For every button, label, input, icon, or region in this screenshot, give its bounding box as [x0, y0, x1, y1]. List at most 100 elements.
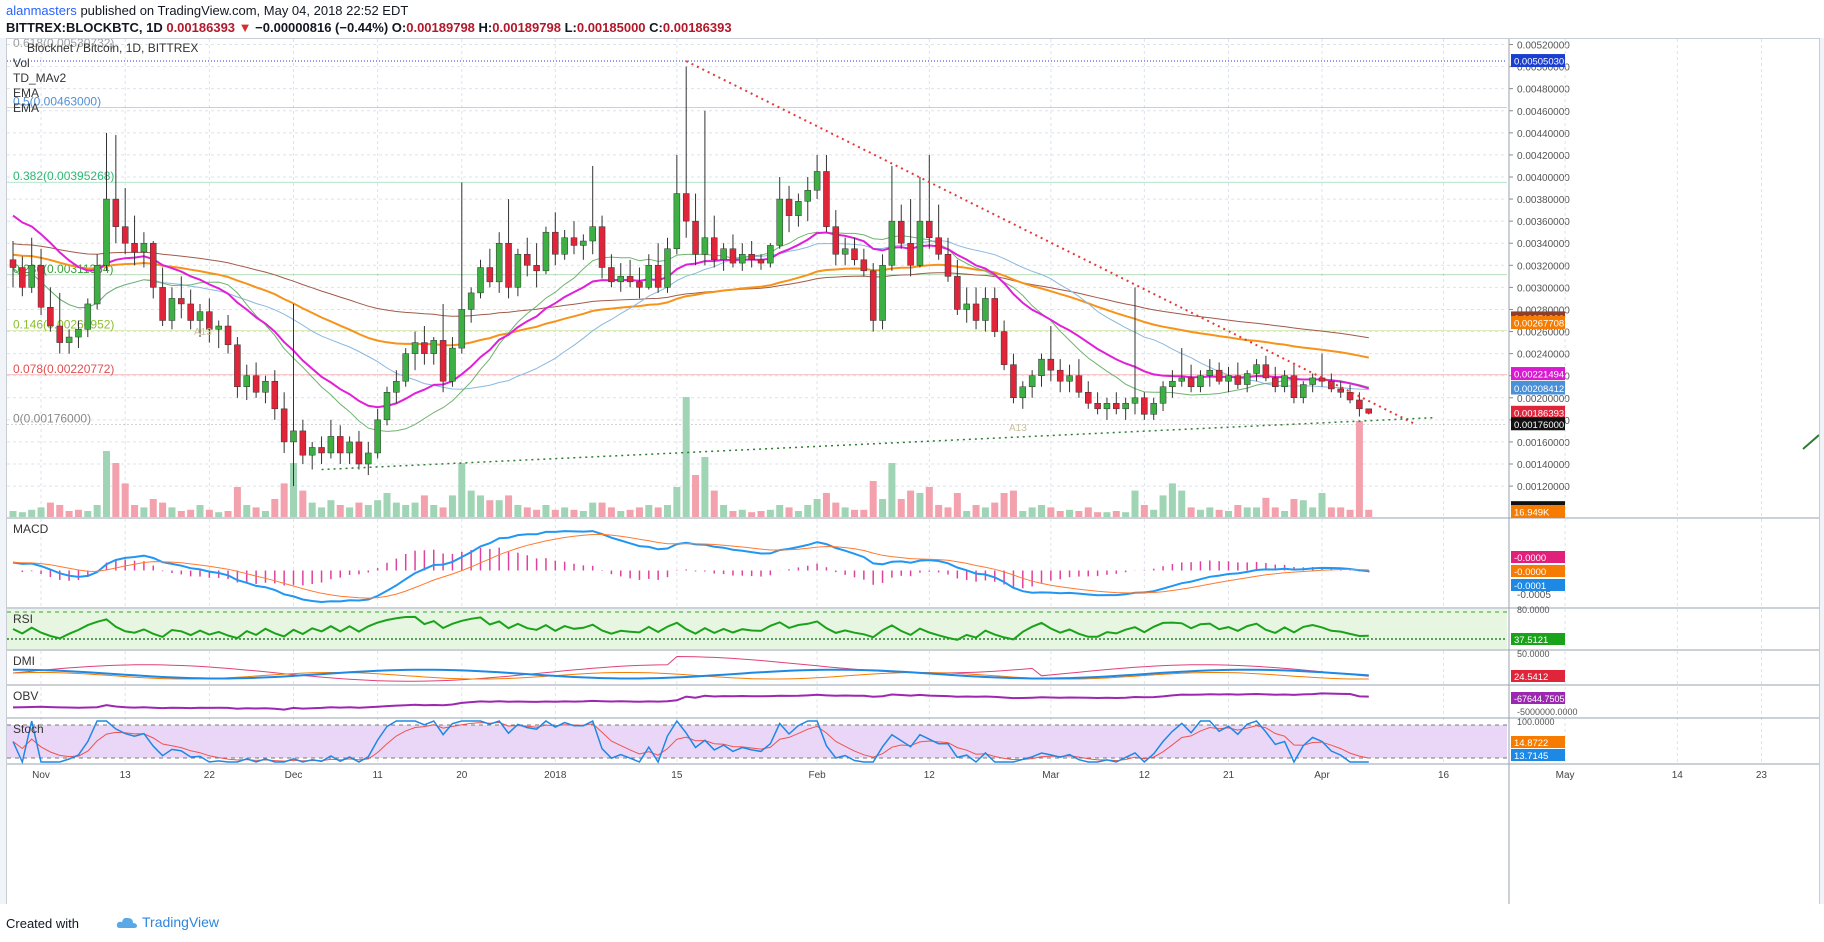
volume-bar: [981, 507, 989, 517]
volume-bar: [477, 495, 484, 517]
x-tick-label: 14: [1672, 770, 1684, 781]
chart-header: alanmasters published on TradingView.com…: [0, 0, 1824, 38]
candle-body: [159, 287, 166, 321]
volume-bar: [1196, 509, 1204, 517]
stoch-d-line: [12, 721, 1369, 762]
volume-bar: [318, 507, 326, 517]
candle-body: [1056, 369, 1064, 382]
x-tick-label: Feb: [808, 770, 826, 781]
stoch-k-line: [12, 719, 1369, 765]
volume-bar: [692, 475, 700, 517]
low-value: 0.00185000: [576, 20, 646, 35]
macd-badge: -0.0000: [1514, 553, 1546, 564]
volume-bar: [1299, 500, 1307, 517]
x-tick-label: Mar: [1042, 770, 1060, 781]
candle-body: [1346, 392, 1354, 401]
volume-bar: [159, 502, 167, 517]
candle-body: [411, 342, 419, 354]
y-tick-label: 0.00320000: [1517, 261, 1570, 272]
volume-bar: [74, 509, 82, 517]
volume-bar: [196, 505, 204, 517]
volume-bar: [439, 507, 447, 517]
published-text: published on TradingView.com, May 04, 20…: [80, 3, 409, 18]
chart-area[interactable]: 0.00520000 0.00500000 0.00480000 0.00460000…: [6, 38, 1820, 905]
candle-body: [1318, 377, 1326, 382]
author-link[interactable]: alanmasters: [6, 3, 77, 18]
volume-bar: [710, 490, 718, 517]
volume-bar: [505, 495, 513, 517]
volume-bar: [720, 505, 728, 517]
candle-body: [673, 193, 681, 249]
price-badge: 0.00221494: [1514, 370, 1564, 381]
candle-body: [337, 436, 344, 454]
rsi-label: RSI: [13, 612, 33, 626]
candle-body: [1122, 403, 1129, 410]
candle-body: [1169, 380, 1176, 387]
volume-bar: [589, 502, 597, 517]
candle-body: [926, 220, 933, 238]
ema-magenta-line: [12, 214, 1370, 409]
candle-body: [1309, 377, 1316, 385]
volume-bar: [1355, 421, 1363, 517]
volume-bar: [28, 509, 36, 517]
volume-bar: [860, 509, 868, 517]
candle-body: [991, 298, 998, 332]
macd-badge-bg: [1511, 579, 1565, 591]
candle-body: [795, 201, 802, 216]
candle-body: [1337, 388, 1344, 393]
x-tick-label: 21: [1223, 770, 1235, 781]
volume-bar: [888, 463, 896, 517]
candle-body: [776, 198, 783, 246]
volume-bar: [336, 505, 344, 517]
stoch-badge: 13.7145: [1514, 751, 1548, 762]
publish-line: alanmasters published on TradingView.com…: [6, 3, 408, 18]
candle-body: [1028, 375, 1036, 387]
candle-body: [804, 189, 811, 202]
dmi-badge: 24.5412: [1514, 672, 1548, 683]
candle-body: [654, 265, 662, 288]
volume-bar: [1047, 507, 1055, 517]
volume-bar: [1309, 507, 1317, 517]
volume-bar: [626, 509, 634, 517]
fib-label: 0.382(0.00395268): [13, 169, 114, 183]
low-label: L:: [564, 20, 577, 35]
macd-label: MACD: [13, 522, 49, 536]
candle-body: [813, 171, 821, 191]
candle-body: [178, 298, 185, 305]
volume-bar: [813, 499, 821, 517]
volume-bar: [897, 499, 905, 517]
tradingview-logo[interactable]: TradingView: [116, 914, 219, 930]
chart-svg[interactable]: 0.00520000 0.00500000 0.00480000 0.00460000…: [7, 39, 1819, 904]
volume-bar: [1365, 509, 1373, 517]
fib-label: 0.5(0.00463000): [13, 94, 101, 108]
volume-bar: [570, 509, 578, 517]
volume-bar: [963, 511, 971, 517]
volume-bar: [1038, 505, 1045, 517]
symbol-label: BITTREX:BLOCKBTC, 1D: [6, 20, 163, 35]
volume-bar: [56, 505, 64, 517]
candle-body: [598, 226, 606, 268]
candle-body: [608, 267, 615, 283]
volume-bar: [1000, 493, 1008, 517]
volume-bar: [907, 490, 915, 517]
candle-body: [982, 298, 989, 321]
candle-body: [963, 303, 970, 310]
volume-bar: [224, 511, 232, 517]
candle-body: [1253, 364, 1260, 374]
volume-bar: [1112, 511, 1120, 517]
volume-bar: [46, 502, 54, 517]
candle-body: [355, 441, 363, 465]
fib-label: 0(0.00176000): [13, 411, 91, 425]
price-badge-bg: [1511, 367, 1565, 381]
volume-bar: [682, 397, 690, 517]
candle-body: [664, 248, 671, 288]
y-tick-label: 0.00420000: [1517, 151, 1570, 162]
close-label: C:: [649, 20, 663, 35]
candle-body: [1243, 373, 1251, 385]
volume-bar: [243, 505, 251, 517]
rsi-band: [7, 609, 1507, 649]
volume-bar: [1253, 507, 1261, 517]
candle-body: [935, 237, 942, 255]
cloud-icon: [116, 918, 137, 929]
candle-body: [224, 325, 232, 346]
